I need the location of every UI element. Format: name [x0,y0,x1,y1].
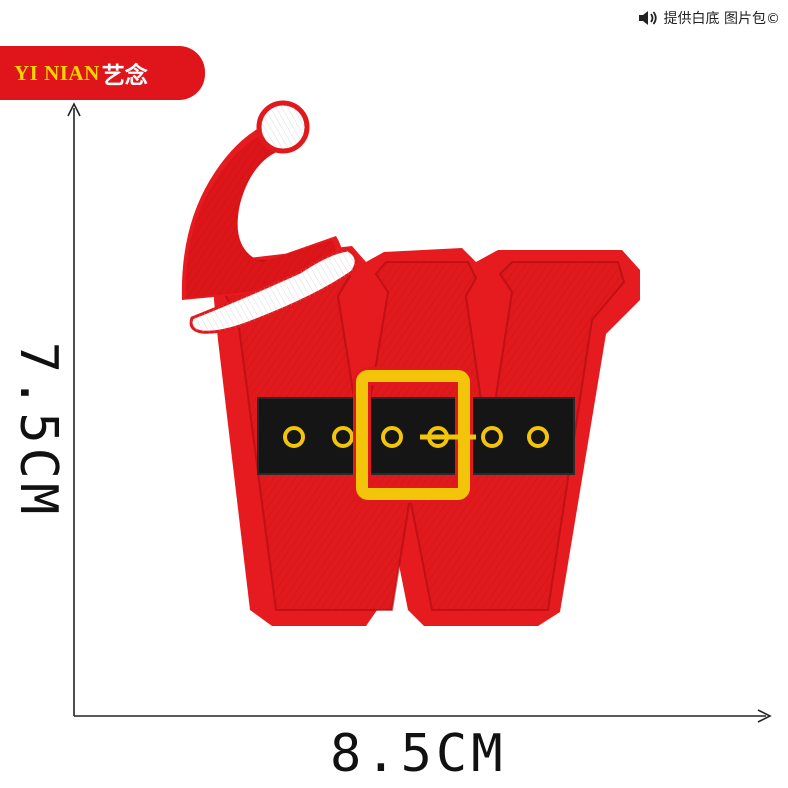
brand-name-en: YI NIAN [14,60,100,85]
width-label: 8.5CM [330,724,507,784]
brand-name-cn: 艺念 [101,63,148,89]
watermark: 提供白底 图片包© [637,8,780,28]
santa-hat [181,100,358,334]
belt [257,367,575,503]
speaker-icon [638,11,657,25]
brand-badge: YI NIAN 艺念 [0,46,205,100]
belt-buckle [353,367,476,503]
watermark-text: 提供白底 图片包© [663,11,780,27]
